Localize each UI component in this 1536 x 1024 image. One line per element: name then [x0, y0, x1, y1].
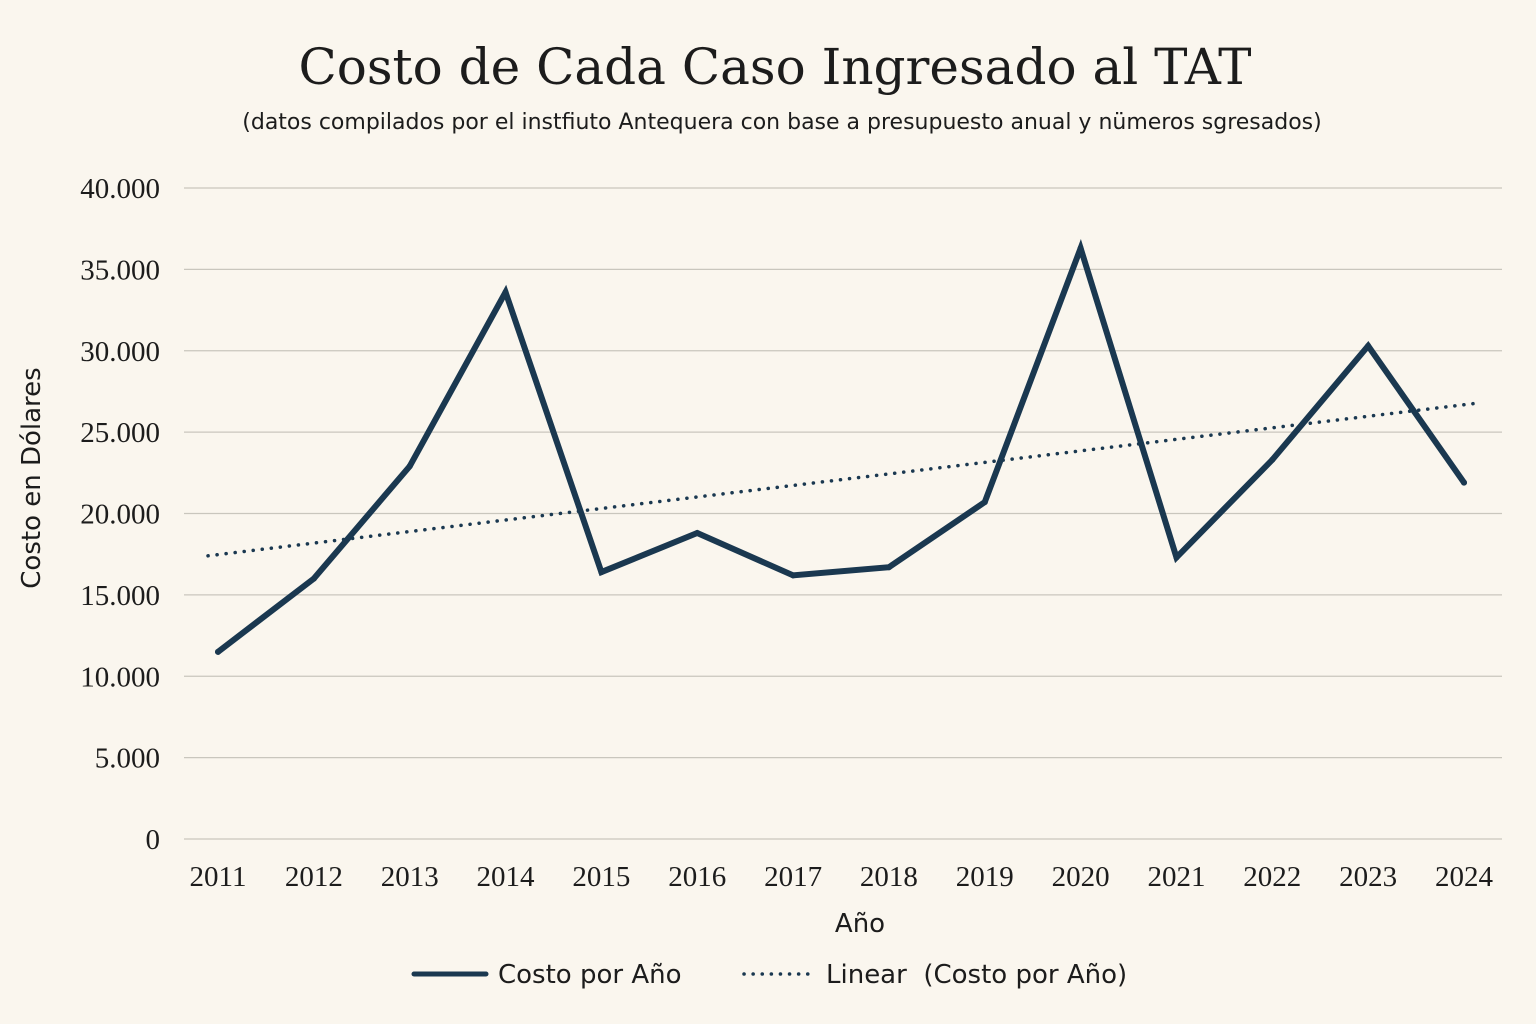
y-tick-label: 15.000 — [80, 580, 160, 612]
y-tick-label: 20.000 — [80, 499, 160, 531]
data-point-2022 — [1269, 456, 1276, 463]
x-tick-label: 2015 — [572, 861, 630, 893]
y-tick-label: 25.000 — [80, 417, 160, 449]
data-point-2014 — [502, 289, 509, 296]
y-tick-label: 5.000 — [95, 743, 160, 775]
chart-subtitle: (datos compilados por el instfiuto Anteq… — [242, 110, 1321, 135]
y-tick-label: 35.000 — [80, 254, 160, 286]
x-tick-label: 2019 — [956, 861, 1014, 893]
x-tick-label: 2014 — [477, 861, 536, 893]
data-point-2017 — [790, 572, 797, 579]
y-tick-label: 10.000 — [80, 661, 160, 693]
x-tick-label: 2024 — [1435, 861, 1494, 893]
y-tick-label: 40.000 — [80, 173, 160, 205]
y-axis-label: Costo en Dólares — [17, 367, 47, 588]
series-line-costo — [215, 238, 1467, 655]
data-point-2011 — [215, 648, 221, 655]
y-tick-label: 0 — [146, 824, 161, 856]
legend: Costo por Año Linear (Costo por Año) — [411, 960, 1127, 990]
x-tick-label: 2023 — [1339, 861, 1397, 893]
legend-label-linear: Linear (Costo por Año) — [826, 960, 1127, 990]
x-tick-label: 2018 — [860, 861, 918, 893]
data-point-2015 — [598, 569, 605, 576]
x-axis-ticks: 2011 2012 2013 2014 2015 2016 2017 2018 2019 2020… — [190, 861, 1494, 893]
x-tick-label: 2011 — [190, 861, 247, 893]
x-tick-label: 2012 — [285, 861, 343, 893]
data-point-2013 — [406, 463, 413, 470]
y-tick-label: 30.000 — [80, 336, 160, 368]
legend-label-costo: Costo por Año — [498, 960, 682, 990]
data-point-2024 — [1461, 479, 1467, 486]
x-tick-label: 2016 — [668, 861, 726, 893]
data-point-2023 — [1365, 342, 1372, 349]
data-point-2020 — [1077, 245, 1084, 252]
x-tick-label: 2017 — [764, 861, 822, 893]
gridlines — [184, 187, 1502, 840]
data-point-2021 — [1173, 554, 1180, 561]
data-point-2012 — [310, 575, 317, 582]
x-tick-label: 2020 — [1052, 861, 1110, 893]
data-point-2016 — [694, 530, 701, 537]
x-axis-label: Año — [835, 909, 885, 939]
x-tick-label: 2013 — [381, 861, 439, 893]
x-tick-label: 2021 — [1147, 861, 1205, 893]
x-tick-label: 2022 — [1243, 861, 1301, 893]
data-point-2018 — [885, 564, 892, 571]
data-point-2019 — [981, 499, 988, 506]
chart-title: Costo de Cada Caso Ingresado al TAT — [298, 38, 1251, 96]
series-layer — [206, 238, 1482, 655]
y-axis-ticks: 0 5.000 10.000 15.000 20.000 25.000 30.000 35.0… — [80, 173, 160, 856]
